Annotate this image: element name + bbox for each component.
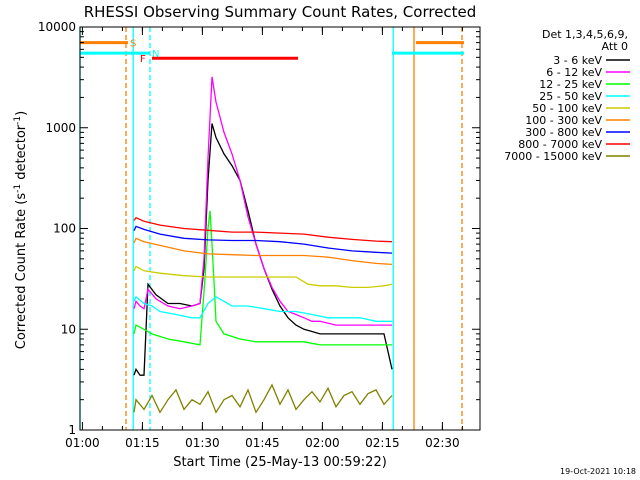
series-line	[133, 216, 393, 243]
chart-title: RHESSI Observing Summary Count Rates, Co…	[84, 3, 477, 21]
series-line	[133, 265, 393, 289]
state-label-s: S	[130, 39, 136, 50]
x-tick-label: 01:15	[125, 436, 160, 450]
x-tick-label: 02:15	[365, 436, 400, 450]
vertical-markers	[79, 27, 463, 430]
legend-header-line-2: Att 0	[602, 40, 628, 53]
x-tick-label: 01:30	[185, 436, 220, 450]
x-tick-label: 01:00	[65, 436, 100, 450]
legend-label: 25 - 50 keV	[539, 90, 602, 103]
series-line	[133, 225, 393, 254]
legend-label: 300 - 800 keV	[525, 126, 602, 139]
series-line	[133, 210, 392, 346]
y-tick-label: 100	[53, 222, 76, 236]
y-tick-label: 10000	[38, 20, 76, 34]
y-tick-label: 1	[68, 423, 76, 437]
legend-label: 3 - 6 keV	[553, 54, 602, 67]
legend-label: 50 - 100 keV	[532, 102, 602, 115]
x-tick-label: 02:00	[305, 436, 340, 450]
legend-label: 800 - 7000 keV	[518, 138, 602, 151]
series-lines	[133, 76, 393, 414]
y-axis-label: Corrected Count Rate (s-1 detector-1)	[13, 111, 29, 349]
y-tick-label: 10	[61, 322, 76, 336]
state-label-f: F	[140, 54, 146, 65]
attenuator-bars: S NF	[80, 39, 464, 65]
legend-header-line-1: Det 1,3,4,5,6,9,	[542, 28, 628, 41]
y-axis-ticks: 1 10 100 1000 10000	[38, 20, 480, 437]
x-tick-label: 02:30	[425, 436, 460, 450]
x-axis-label: Start Time (25-May-13 00:59:22)	[173, 455, 387, 470]
timestamp: 19-Oct-2021 10:18	[560, 467, 636, 476]
x-axis-ticks: 01:00 01:15 01:30 01:45 02:00 02:15 02:30	[65, 27, 463, 450]
legend-label: 100 - 300 keV	[525, 114, 602, 127]
legend-label: 12 - 25 keV	[539, 78, 602, 91]
y-tick-label: 1000	[45, 121, 76, 135]
series-line	[133, 383, 393, 414]
state-label-n: N	[152, 49, 159, 60]
legend-label: 7000 - 15000 keV	[504, 150, 602, 163]
series-line	[133, 237, 393, 266]
x-tick-label: 01:45	[245, 436, 280, 450]
series-line	[133, 76, 392, 326]
legend-label: 6 - 12 keV	[546, 66, 602, 79]
series-line	[133, 123, 393, 376]
series-line	[133, 295, 392, 322]
